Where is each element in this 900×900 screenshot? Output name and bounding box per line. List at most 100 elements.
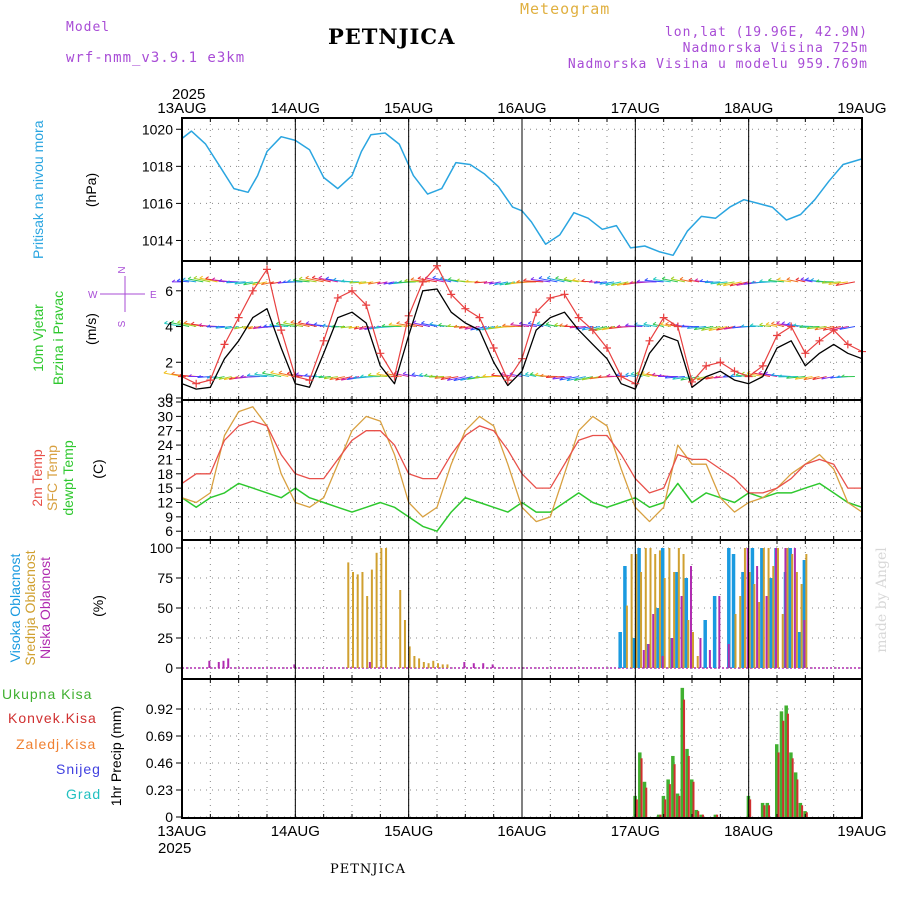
wind-arrow: [491, 374, 508, 378]
wind-arrow: [688, 279, 700, 283]
cloud-bar-niska: [661, 656, 664, 668]
wind-gust-marker: [348, 286, 356, 295]
cloud-bar-srednja: [795, 572, 798, 668]
wind-arrow-head: [447, 277, 452, 280]
cloud-bar-visoka: [788, 548, 792, 668]
wind-arrow-head: [581, 377, 586, 381]
precip-convective-bar: [683, 699, 686, 817]
x-tick-label-top: 19AUG: [837, 100, 886, 117]
wind-gust-marker: [617, 372, 626, 381]
cloud-bar-niska: [680, 596, 683, 668]
wind-gust-marker: [716, 358, 725, 367]
wind-arrow-head: [599, 281, 604, 285]
wind-arrow-head: [453, 378, 458, 382]
y-tick-label: 18: [157, 466, 173, 482]
cloud-bar-srednja: [781, 614, 784, 668]
cloud-bar-srednja: [432, 660, 435, 668]
wind-arrow: [459, 326, 473, 329]
wind-arrow-head: [732, 325, 736, 329]
cloud-bar-visoka: [750, 548, 755, 668]
cloud-bar-niska: [642, 650, 645, 668]
page-title: PETNJICA: [328, 24, 456, 49]
wind-arrow-head: [841, 374, 845, 378]
cloud-bar-srednja: [805, 554, 808, 668]
wind-arrow-head: [679, 276, 684, 280]
cloud-bar-srednja: [762, 548, 765, 668]
meteogram-label: Meteogram: [520, 0, 611, 18]
wind-arrow-head: [806, 326, 811, 330]
lonlat-label: lon,lat (19.96E, 42.9N): [664, 25, 868, 40]
wind-arrow-head: [421, 320, 425, 324]
wind-arrow: [563, 278, 579, 283]
y-tick-label: 27: [157, 423, 173, 439]
wind-arrow-head: [187, 276, 192, 280]
wind-arrow-head: [750, 280, 755, 284]
precip-total-bar: [760, 802, 765, 817]
wind-arrow-head: [805, 277, 810, 281]
wind-arrow: [440, 376, 459, 381]
precip-convective-bar: [763, 805, 766, 817]
y-tick-label: 12: [157, 495, 173, 511]
wind-arrow-head: [839, 327, 844, 330]
wind-arrow: [170, 322, 190, 328]
wind-arrow-head: [429, 374, 433, 378]
wind-arrow-head: [360, 374, 364, 378]
wind-arrow: [293, 279, 310, 283]
y-tick-label: 1018: [142, 158, 173, 174]
wind-arrow: [425, 277, 445, 283]
cloud-bar-srednja: [777, 548, 779, 668]
wind-arrow-head: [349, 280, 354, 284]
wind-arrow: [417, 278, 438, 283]
cloud-bar-srednja: [658, 550, 661, 668]
wind-gust-marker: [475, 313, 484, 322]
cloud-bar-niska: [708, 650, 711, 668]
x-tick-label-bottom: 15AUG: [384, 823, 433, 840]
wind-arrow-head: [419, 372, 423, 376]
wind-arrow-head: [822, 327, 827, 331]
wind-arrow: [594, 281, 608, 284]
wind-arrow-head: [510, 322, 514, 325]
wind-arrow-head: [376, 371, 380, 375]
wind-gust-marker: [843, 340, 852, 349]
wind-arrow: [525, 373, 537, 378]
precip-convective-bar: [635, 799, 638, 817]
wind-gust-marker: [588, 326, 597, 335]
wind-arrow-head: [329, 377, 334, 381]
wind-arrow-head: [197, 375, 201, 378]
wind-arrow: [701, 326, 721, 331]
precip-convective-bar: [701, 814, 704, 817]
wind-arrow-head: [313, 322, 318, 326]
wind-arrow-head: [814, 327, 819, 331]
legend-total-rain: Ukupna Kisa: [2, 686, 93, 702]
wind-arrow-head: [665, 321, 669, 325]
wind-arrow-head: [815, 279, 820, 283]
wind-arrow-head: [800, 277, 805, 280]
wind-arrow: [404, 322, 423, 328]
wind-arrow-head: [270, 370, 274, 374]
wind-arrow-head: [224, 326, 229, 330]
pressure-line: [181, 130, 863, 257]
wind-arrow: [270, 372, 289, 378]
wind-arrow-head: [771, 321, 775, 325]
x-tick-label-top: 13AUG: [157, 100, 206, 117]
wind-arrow-head: [803, 377, 808, 381]
wind-arrow: [243, 281, 261, 286]
x-tick-label-bottom: 13AUG: [157, 823, 206, 840]
cloud-bar-srednja: [743, 548, 746, 668]
wind-arrow-head: [611, 283, 615, 286]
wind-arrow-head: [510, 281, 514, 285]
wind-arrow-head: [759, 279, 763, 282]
wind-arrow-head: [794, 376, 799, 380]
y-tick-label: 100: [150, 540, 174, 556]
wind-arrow-head: [432, 275, 437, 279]
wind-arrow-head: [277, 280, 282, 284]
wind-arrow-head: [777, 277, 781, 281]
wind-arrow-head: [740, 324, 745, 328]
wind-arrow-head: [786, 277, 791, 280]
wind-arrow-head: [199, 275, 203, 279]
wind-arrow-head: [749, 323, 754, 327]
wind-arrow-head: [812, 377, 817, 381]
wind-arrow: [644, 279, 664, 283]
wind-arrow-head: [467, 376, 471, 380]
wind-arrow-head: [768, 277, 772, 281]
